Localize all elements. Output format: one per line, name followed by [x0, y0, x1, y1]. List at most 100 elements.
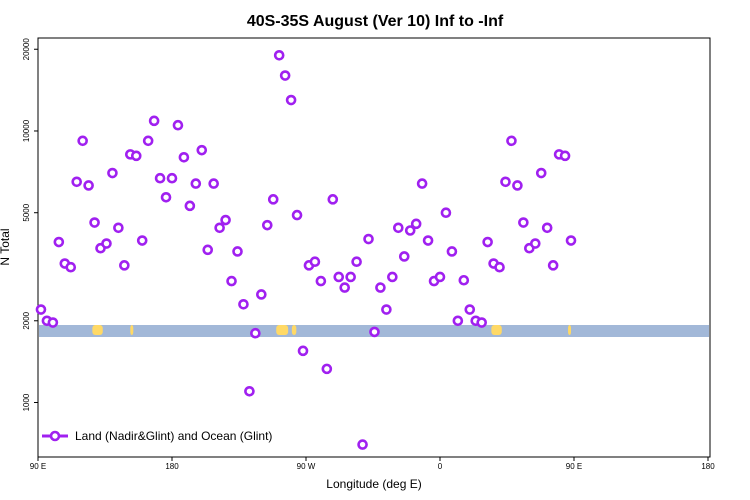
land-mass: [291, 325, 297, 335]
y-axis-label: N Total: [0, 228, 12, 265]
data-point: [77, 135, 88, 147]
land-mass: [568, 325, 572, 335]
data-point: [535, 167, 547, 179]
data-point: [387, 271, 398, 283]
data-point: [541, 222, 553, 234]
x-axis: 90 E 180 90 W 0 90 E 180: [30, 457, 715, 471]
x-tick-label: 0: [438, 462, 443, 471]
data-point: [452, 315, 464, 327]
data-point: [89, 217, 100, 228]
data-point: [142, 135, 154, 147]
data-point: [398, 251, 410, 262]
data-point: [267, 194, 279, 205]
data-point: [71, 176, 83, 188]
data-point: [238, 298, 249, 310]
data-point: [363, 233, 374, 245]
data-point: [119, 260, 130, 271]
land-mass: [92, 325, 103, 335]
data-point: [369, 326, 380, 338]
data-point: [529, 238, 541, 249]
data-point: [208, 178, 219, 189]
data-point: [279, 70, 291, 81]
y-axis: 1000 2000 5000 10000 20000: [22, 38, 38, 411]
x-axis-label: Longitude (deg E): [326, 477, 421, 491]
y-tick-label: 2000: [22, 311, 31, 329]
x-tick-label: 180: [701, 462, 715, 471]
data-point: [232, 246, 243, 257]
data-point: [261, 219, 273, 231]
data-point: [440, 207, 452, 219]
data-point: [196, 144, 208, 156]
y-tick-label: 10000: [22, 119, 31, 142]
data-point: [476, 317, 487, 328]
data-point: [291, 209, 303, 221]
data-point: [327, 194, 339, 205]
data-point: [458, 274, 470, 286]
data-point: [446, 246, 458, 257]
data-point: [136, 235, 148, 246]
data-point: [130, 150, 142, 162]
land-mass: [276, 325, 289, 335]
data-points: [35, 49, 577, 450]
data-point: [65, 261, 77, 273]
data-point: [297, 345, 309, 357]
data-point: [250, 327, 261, 339]
x-tick-label: 90 E: [566, 462, 582, 471]
data-point: [315, 275, 327, 287]
data-point: [416, 178, 428, 189]
data-point: [309, 256, 321, 268]
data-point: [244, 385, 255, 397]
data-point: [113, 222, 124, 234]
data-point: [148, 115, 160, 127]
data-point: [518, 217, 529, 228]
data-point: [226, 275, 237, 287]
data-point: [107, 167, 118, 179]
data-point: [166, 172, 178, 184]
data-point: [256, 289, 267, 300]
x-tick-label: 90 E: [30, 462, 46, 471]
y-tick-label: 20000: [22, 38, 31, 61]
data-point: [202, 244, 214, 256]
chart-title: 40S-35S August (Ver 10) Inf to -Inf: [247, 13, 504, 30]
data-point: [422, 235, 434, 246]
data-point: [333, 271, 345, 283]
data-point: [321, 363, 333, 375]
data-point: [506, 135, 517, 147]
land-mass: [491, 325, 502, 335]
data-point: [184, 200, 196, 212]
data-point: [83, 180, 94, 191]
data-point: [547, 260, 559, 271]
y-tick-label: 5000: [22, 203, 31, 221]
data-point: [565, 235, 577, 246]
data-point: [512, 180, 523, 191]
data-point: [494, 261, 505, 273]
data-point: [559, 150, 571, 162]
data-point: [375, 282, 386, 293]
data-point: [101, 238, 112, 249]
data-point: [464, 304, 476, 315]
x-tick-label: 180: [165, 462, 179, 471]
data-point: [47, 317, 59, 328]
data-point: [172, 119, 184, 131]
data-point: [345, 271, 356, 283]
data-point: [482, 236, 493, 248]
data-point: [500, 176, 511, 188]
y-tick-label: 1000: [22, 393, 31, 411]
data-point: [285, 94, 297, 106]
data-point: [393, 222, 404, 234]
data-point: [410, 218, 422, 230]
data-point: [404, 225, 416, 236]
legend-marker-swatch: [49, 430, 61, 442]
data-point: [154, 172, 166, 184]
data-point: [160, 191, 172, 203]
data-point: [351, 256, 362, 268]
data-point: [220, 214, 231, 226]
plot-frame: [37, 37, 711, 458]
data-point: [339, 282, 351, 293]
data-point: [35, 304, 47, 315]
data-point: [357, 439, 368, 450]
data-point: [178, 151, 190, 163]
data-point: [53, 236, 65, 248]
data-point: [381, 304, 392, 315]
